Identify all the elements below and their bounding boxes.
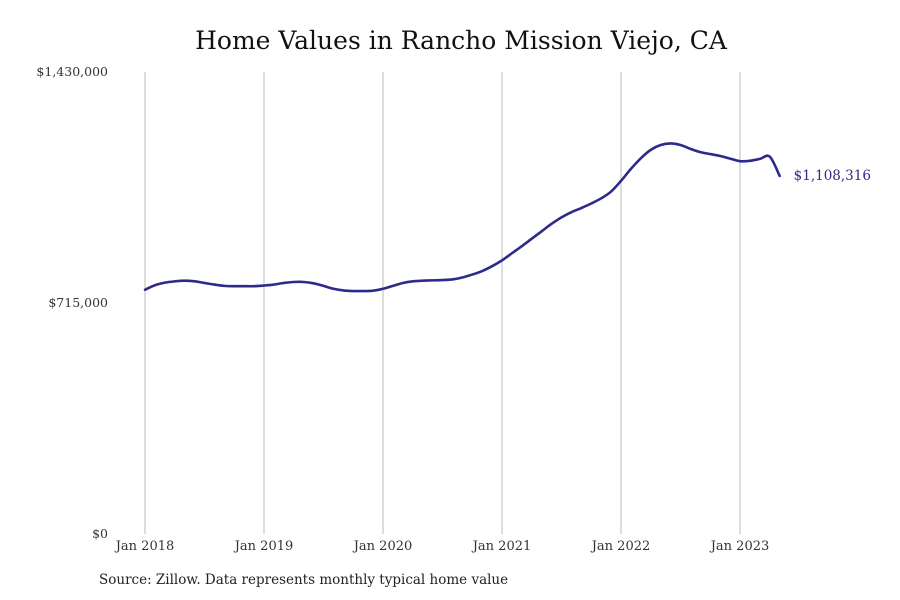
end-value-label: $1,108,316 xyxy=(794,168,871,184)
x-tick-label-5: Jan 2023 xyxy=(709,539,770,554)
x-tick-label-2: Jan 2020 xyxy=(352,539,413,554)
x-tick-label-1: Jan 2019 xyxy=(233,539,294,554)
end-label-group: $1,108,316 xyxy=(794,168,871,184)
x-axis-ticks: Jan 2018 Jan 2019 Jan 2020 Jan 2021 Jan 2022… xyxy=(114,539,770,554)
source-note: Source: Zillow. Data represents monthly … xyxy=(99,572,509,588)
x-tick-label-4: Jan 2022 xyxy=(590,539,651,554)
y-tick-label-1: $715,000 xyxy=(48,295,108,310)
y-tick-label-2: $1,430,000 xyxy=(36,64,108,79)
series-line-group xyxy=(143,142,781,293)
chart-title: Home Values in Rancho Mission Viejo, CA xyxy=(195,26,727,55)
x-tick-label-3: Jan 2021 xyxy=(471,539,532,554)
series-line xyxy=(143,142,781,293)
y-tick-label-0: $0 xyxy=(92,526,108,541)
y-axis-ticks: $0 $715,000 $1,430,000 xyxy=(36,64,108,541)
gridlines xyxy=(144,72,741,534)
x-tick-label-0: Jan 2018 xyxy=(114,539,175,554)
